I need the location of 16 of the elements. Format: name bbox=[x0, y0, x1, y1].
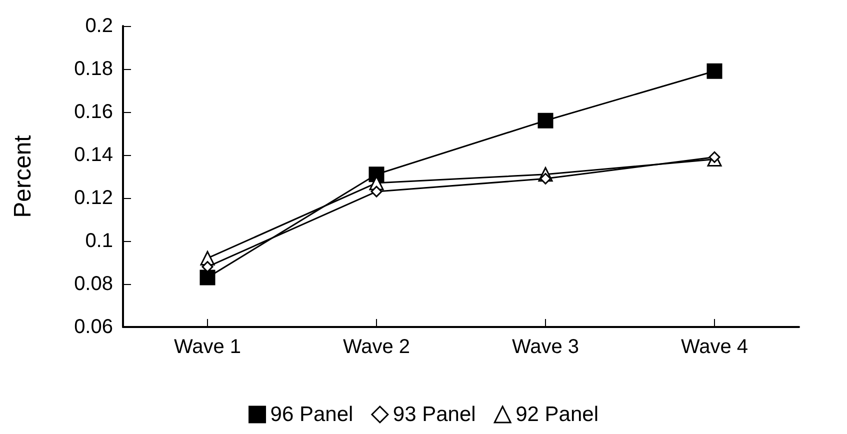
y-tick-label: 0.14 bbox=[74, 144, 113, 166]
y-axis-title: Percent bbox=[10, 134, 36, 218]
y-tick-label: 0.08 bbox=[74, 273, 113, 295]
y-tick-label: 0.1 bbox=[85, 230, 113, 252]
x-tick-label: Wave 4 bbox=[680, 336, 748, 358]
x-tick-label: Wave 1 bbox=[174, 336, 242, 358]
legend-label: 92 Panel bbox=[516, 403, 598, 426]
y-tick-label: 0.12 bbox=[74, 187, 113, 209]
y-tick-label: 0.06 bbox=[74, 316, 113, 338]
x-tick-label: Wave 3 bbox=[512, 336, 580, 358]
y-tick-label: 0.18 bbox=[74, 58, 113, 80]
legend-label: 96 Panel bbox=[270, 403, 354, 426]
legend-label: 93 Panel bbox=[392, 403, 476, 426]
x-tick-label: Wave 2 bbox=[342, 336, 410, 358]
y-tick-label: 0.2 bbox=[85, 15, 113, 37]
y-tick-label: 0.16 bbox=[74, 101, 113, 123]
